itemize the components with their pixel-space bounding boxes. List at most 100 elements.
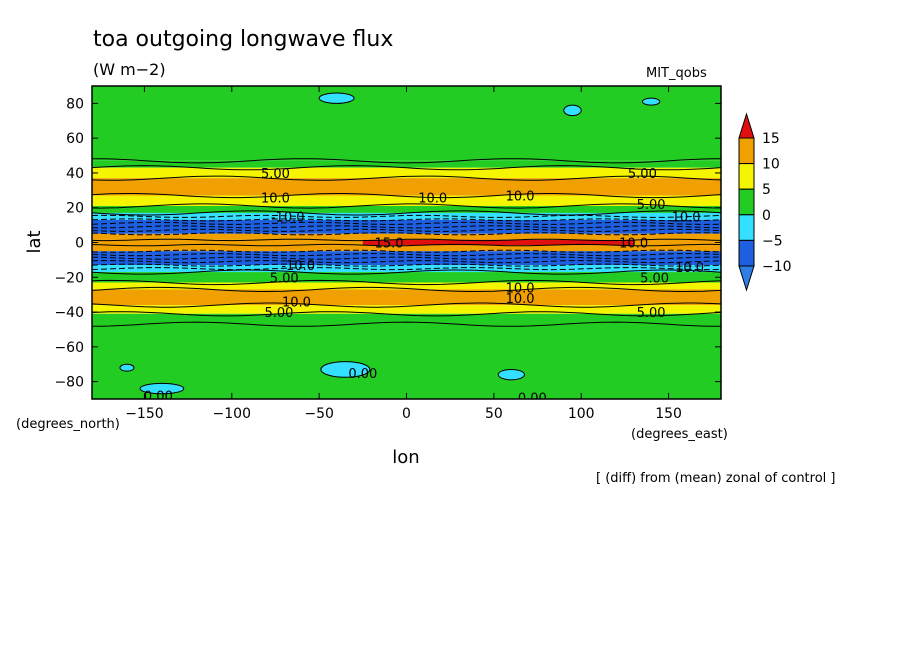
field-band — [92, 212, 721, 220]
field-band — [92, 282, 721, 290]
field-band — [92, 205, 721, 213]
contour-label: 0.00 — [144, 390, 173, 405]
field-band — [92, 313, 721, 399]
x-axis-label: lon — [392, 447, 419, 468]
contour-line — [92, 232, 721, 236]
contour-line — [92, 321, 721, 327]
footnote: [ (diff) from (mean) zonal of control ] — [596, 471, 835, 486]
field-patch — [563, 104, 582, 117]
colorbar-segment — [738, 239, 755, 267]
y-tick-label: 80 — [66, 96, 84, 112]
contour-label: 10.0 — [261, 191, 290, 206]
contour-label: 0.00 — [518, 391, 547, 406]
field-patch — [318, 92, 355, 104]
contour-line — [92, 238, 721, 242]
field-band — [92, 160, 721, 168]
contour-label: 5.00 — [270, 271, 299, 286]
contour-line — [92, 286, 721, 292]
y-tick-label: −40 — [54, 305, 84, 321]
y-tick-label: 60 — [66, 131, 84, 147]
y-tick-label: −20 — [54, 270, 84, 286]
x-tick-label: 50 — [485, 406, 503, 422]
contour-line — [92, 228, 721, 232]
contour-label: 0.00 — [348, 367, 377, 382]
contour-label: -10.0 — [271, 210, 305, 225]
contour-label: 10.0 — [506, 190, 535, 205]
contour-label: 10.0 — [619, 237, 648, 252]
field-band — [92, 167, 721, 179]
field-band — [92, 233, 721, 240]
field-band — [92, 272, 721, 283]
contour-line — [92, 253, 721, 257]
contour-line — [92, 214, 721, 218]
colorbar-label: 5 — [762, 182, 771, 198]
contour-line — [92, 203, 721, 209]
contour-label: 5.00 — [261, 167, 290, 182]
x-unit-label: (degrees_east) — [631, 427, 728, 442]
field-patch — [119, 363, 135, 372]
y-tick-label: −60 — [54, 340, 84, 356]
contour-line — [92, 210, 721, 216]
contour-label: 5.00 — [628, 167, 657, 182]
x-tick-label: −100 — [213, 406, 251, 422]
field-patch — [139, 382, 185, 395]
contour-label: 5.00 — [264, 306, 293, 321]
contour-line — [92, 158, 721, 164]
colorbar-label: −5 — [762, 233, 783, 249]
y-axis-label: lat — [24, 230, 45, 253]
contour-line — [92, 263, 721, 267]
contour-line — [92, 175, 721, 181]
y-tick-label: 40 — [66, 166, 84, 182]
colorbar-segment — [738, 163, 755, 190]
field-maximum — [432, 239, 634, 246]
contour-line — [92, 269, 721, 275]
contour-label: 5.00 — [637, 306, 666, 321]
colorbar-label: 0 — [762, 208, 771, 224]
contour-line — [92, 260, 721, 264]
y-tick-label: 0 — [75, 236, 84, 252]
colorbar-segment — [738, 214, 755, 241]
contour-label: 10.0 — [672, 210, 701, 225]
field-band — [92, 86, 721, 161]
contour-line — [92, 256, 721, 260]
colorbar: 15 10 5 0 −5 −10 — [738, 112, 792, 292]
colorbar-label: −10 — [762, 259, 792, 275]
field-patch — [641, 97, 661, 106]
contour-label: 5.00 — [640, 271, 669, 286]
contour-label: 5.00 — [637, 198, 666, 213]
colorbar-segment — [738, 188, 755, 216]
y-tick-label: 20 — [66, 201, 84, 217]
colorbar-arrow-top — [738, 112, 755, 139]
contour-line — [92, 243, 721, 247]
field-band — [92, 289, 721, 306]
contour-line — [92, 302, 721, 308]
contour-line — [92, 225, 721, 229]
x-tick-label: 150 — [655, 406, 682, 422]
x-tick-label: 100 — [568, 406, 595, 422]
field-patch — [497, 368, 525, 381]
field-band — [92, 265, 721, 273]
x-tick-label: −50 — [304, 406, 334, 422]
chart-units: (W m−2) — [93, 60, 166, 79]
contour-label: -10.0 — [281, 259, 315, 274]
contour-label: 10.0 — [418, 191, 447, 206]
field-maximum — [362, 239, 494, 246]
contour-label: 10.0 — [282, 296, 311, 311]
contour-label: 15.0 — [375, 237, 404, 252]
field-patch — [320, 361, 371, 378]
colorbar-label: 10 — [762, 157, 780, 173]
contour-line — [92, 165, 721, 171]
field-band — [92, 305, 721, 314]
x-tick-label: 0 — [402, 406, 411, 422]
colorbar-arrow-bottom — [738, 265, 755, 292]
contour-label: 10.0 — [506, 282, 535, 297]
chart-title: toa outgoing longwave flux — [93, 27, 393, 52]
contour-line — [92, 193, 721, 199]
y-unit-label: (degrees_north) — [16, 417, 120, 432]
contour-label: 10.0 — [506, 292, 535, 307]
field-band — [92, 195, 721, 206]
contour-line — [92, 279, 721, 286]
contour-line — [92, 267, 721, 271]
contour-label: 10.0 — [675, 261, 704, 276]
